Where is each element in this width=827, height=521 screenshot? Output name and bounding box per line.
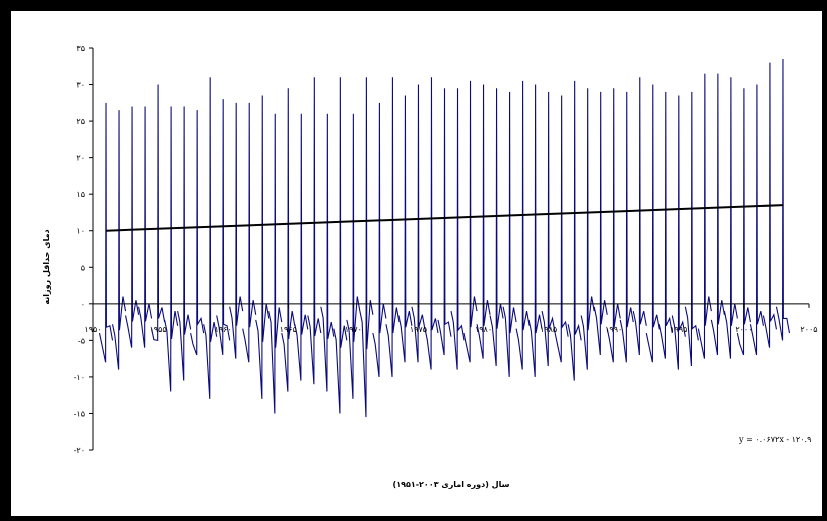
series-year-cycle (216, 99, 231, 356)
series-year-cycle (151, 84, 166, 342)
series-year-cycle (411, 84, 426, 363)
series-year-cycle (580, 88, 595, 370)
series-year-cycle (775, 58, 791, 341)
series-year-cycle (658, 91, 673, 359)
y-tick-label: ۱۵ (76, 190, 85, 199)
trend-layer (105, 204, 784, 232)
x-tick-label: ۱۹۸۵ (540, 325, 557, 334)
y-tick-label: -۵ (78, 336, 85, 345)
y-tick-label: ۰ (81, 300, 85, 309)
series-year-cycle (203, 77, 218, 399)
series-year-cycle (398, 95, 413, 363)
y-tick-label: ۳۰ (76, 81, 85, 90)
series-year-cycle (164, 106, 179, 392)
y-tick-label: -۱۵ (74, 409, 85, 418)
series-year-cycle (632, 77, 647, 356)
x-axis-label: سال (دوره اماری ۲۰۰۳-۱۹۵۱) (393, 480, 510, 489)
series-year-cycle (541, 91, 556, 366)
y-tick-label: ۳۵ (76, 44, 85, 53)
series-year-cycle (138, 106, 153, 348)
x-tick-label: ۱۹۹۵ (670, 325, 687, 334)
y-tick-label: -۱۰ (74, 373, 85, 382)
series-year-cycle (697, 73, 712, 359)
series-year-cycle (268, 113, 283, 414)
series-year-cycle (619, 91, 634, 363)
x-tick-label: ۱۹۷۰ (345, 325, 362, 334)
series-year-cycle (111, 110, 127, 370)
series-year-cycle (177, 106, 192, 381)
x-tick-label: ۱۹۷۵ (410, 325, 427, 334)
x-tick-label: ۱۹۶۰ (215, 325, 232, 334)
y-tick-label: -۲۰ (74, 446, 85, 455)
series-year-cycle (606, 88, 621, 363)
x-tick-label: ۱۹۶۵ (280, 325, 297, 334)
x-tick-label: ۱۹۹۰ (605, 325, 622, 334)
series-year-cycle (684, 91, 699, 366)
series-year-cycle (281, 88, 296, 392)
series-year-cycle (710, 73, 725, 356)
x-tick-label: ۲۰۰۵ (800, 325, 817, 334)
x-tick-label: ۱۹۵۰ (84, 325, 101, 334)
series-year-cycle (333, 77, 348, 414)
series-year-cycle (242, 102, 257, 363)
chart-frame: ۳۵ ۳۰ ۲۵ ۲۰ ۱۵ ۱۰ ۵ ۰ -۵ -۱۰ -۱۵ -۲۰ ۱۹۵۰ ۱۹۵۵ ۱۹۶۰ ۱۹… (10, 10, 823, 517)
series-year-cycle (463, 80, 478, 363)
y-tick-label: ۲۵ (76, 117, 85, 126)
y-tick-labels: ۳۵ ۳۰ ۲۵ ۲۰ ۱۵ ۱۰ ۵ ۰ -۵ -۱۰ -۱۵ -۲۰ (74, 44, 93, 455)
series-year-cycle (385, 77, 400, 377)
y-tick-label: ۲۰ (76, 154, 85, 163)
series-year-cycle (502, 91, 517, 377)
series-year-cycle (320, 113, 335, 392)
x-tick-labels: ۱۹۵۰ ۱۹۵۵ ۱۹۶۰ ۱۹۶۵ ۱۹۷۰ ۱۹۷۵ ۱۹۸۰ ۱۹۸۵ ۱۹۹۰ ۱۹۹۵… (84, 303, 818, 334)
y-axis-label: دمای حداقل روزانه (42, 229, 51, 304)
series-year-cycle (528, 84, 543, 377)
y-tick-label: ۱۰ (76, 227, 85, 236)
series-year-cycle (190, 110, 205, 356)
series-year-cycle (372, 102, 387, 377)
series-year-cycle (307, 77, 322, 385)
series-year-cycle (762, 62, 777, 348)
x-tick-label: ۱۹۸۰ (475, 325, 492, 334)
series-year-cycle (645, 84, 660, 363)
series-year-cycle (359, 77, 374, 418)
series-year-cycle (229, 102, 244, 359)
series-year-cycle (476, 84, 491, 359)
series-year-cycle (567, 80, 582, 381)
series-year-cycle (749, 84, 764, 356)
x-tick-label: ۲۰۰۰ (735, 325, 752, 334)
series-year-cycle (593, 91, 608, 356)
trend-equation: y = ۰.۰۶۷۲x - ۱۲۰.۹ (738, 435, 811, 444)
series-year-cycle (723, 77, 738, 359)
series-year-cycle (125, 106, 140, 348)
series-year-cycle (450, 88, 465, 370)
series-year-cycle (671, 95, 686, 370)
y-tick-label: ۵ (81, 263, 85, 272)
series-layer (98, 58, 791, 418)
trend-line (105, 204, 784, 232)
series-year-cycle (294, 113, 309, 381)
x-tick-label: ۱۹۵۵ (149, 325, 166, 334)
series-year-cycle (346, 113, 361, 399)
series-year-cycle (98, 102, 114, 363)
series-year-cycle (255, 95, 270, 399)
series-year-cycle (736, 88, 751, 356)
series-year-cycle (515, 80, 530, 370)
series-year-cycle (554, 95, 569, 363)
axis-layer (92, 48, 809, 450)
series-year-cycle (437, 88, 452, 356)
series-year-cycle (424, 77, 439, 370)
